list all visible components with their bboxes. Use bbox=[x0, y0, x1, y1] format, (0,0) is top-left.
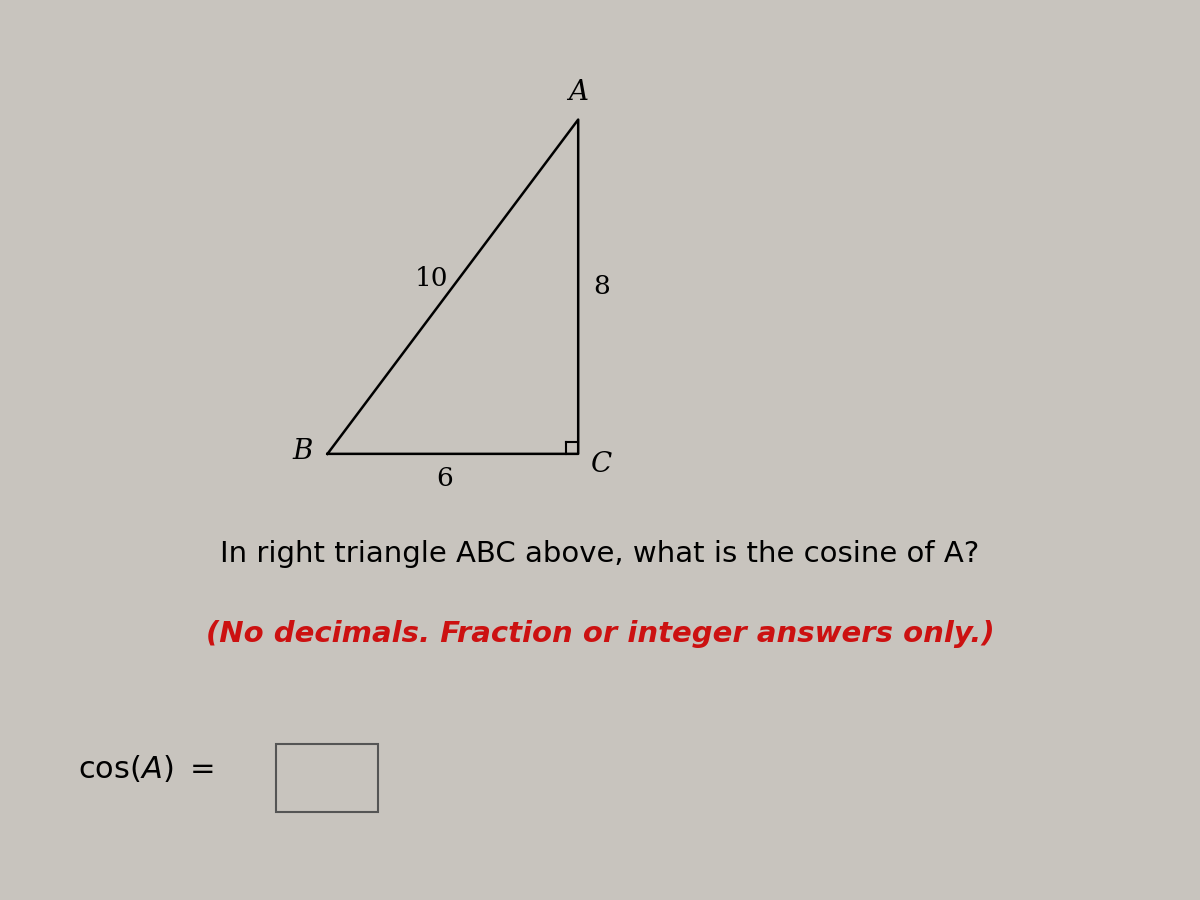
Text: 6: 6 bbox=[436, 466, 452, 491]
Text: C: C bbox=[590, 451, 612, 478]
Text: In right triangle ABC above, what is the cosine of A?: In right triangle ABC above, what is the… bbox=[221, 539, 979, 568]
Text: 8: 8 bbox=[593, 274, 610, 299]
Text: $\cos(A)\ =$: $\cos(A)\ =$ bbox=[78, 754, 215, 785]
Text: 10: 10 bbox=[415, 266, 449, 291]
Text: A: A bbox=[568, 79, 588, 106]
Text: B: B bbox=[293, 438, 312, 465]
Text: (No decimals. Fraction or integer answers only.): (No decimals. Fraction or integer answer… bbox=[205, 620, 995, 649]
